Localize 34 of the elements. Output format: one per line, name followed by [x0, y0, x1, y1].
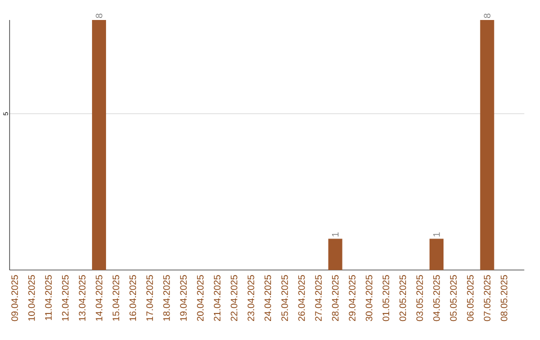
x-tick-label: 20.04.2025 — [196, 275, 204, 321]
x-tick-label: 22.04.2025 — [230, 275, 238, 321]
x-tick-label: 26.04.2025 — [298, 275, 305, 321]
x-tick-label: 25.04.2025 — [281, 275, 288, 321]
x-tick-label: 17.04.2025 — [146, 275, 153, 321]
x-tick-label: 16.04.2025 — [130, 275, 136, 321]
x-tick-label: 07.05.2025 — [484, 275, 490, 322]
x-tick-label: 01.05.2025 — [382, 275, 390, 322]
x-tick-label: 24.04.2025 — [264, 275, 272, 321]
x-tick-label: 10.04.2025 — [28, 275, 35, 321]
data-label: 1 — [332, 232, 338, 236]
x-tick-label: 28.04.2025 — [332, 275, 339, 321]
data-label: 8 — [484, 14, 490, 18]
x-tick-label: 18.04.2025 — [163, 275, 170, 321]
x-tick-label: 15.04.2025 — [112, 275, 120, 321]
x-tick-label: 29.04.2025 — [348, 275, 356, 321]
x-tick-label: 30.04.2025 — [366, 275, 372, 322]
x-tick-label: 04.05.2025 — [433, 275, 440, 322]
x-tick-label: 27.04.2025 — [315, 275, 322, 321]
x-tick-label: 14.04.2025 — [96, 275, 102, 321]
x-tick-label: 05.05.2025 — [450, 275, 457, 322]
x-tick-label: 13.04.2025 — [78, 275, 86, 321]
x-tick-label: 03.05.2025 — [416, 275, 423, 322]
x-tick-label: 06.05.2025 — [466, 275, 474, 322]
x-tick-label: 23.04.2025 — [248, 275, 254, 321]
x-tick-label: 21.04.2025 — [214, 275, 220, 321]
x-tick-label: 08.05.2025 — [500, 275, 508, 322]
x-tick-label: 19.04.2025 — [180, 275, 187, 321]
x-tick-label: 11.04.2025 — [45, 275, 52, 320]
data-label: 8 — [96, 14, 102, 18]
data-label: 1 — [433, 232, 440, 236]
x-tick-label: 02.05.2025 — [399, 275, 406, 322]
x-tick-label: 12.04.2025 — [62, 275, 69, 321]
x-tick-label: 09.04.2025 — [11, 275, 18, 322]
